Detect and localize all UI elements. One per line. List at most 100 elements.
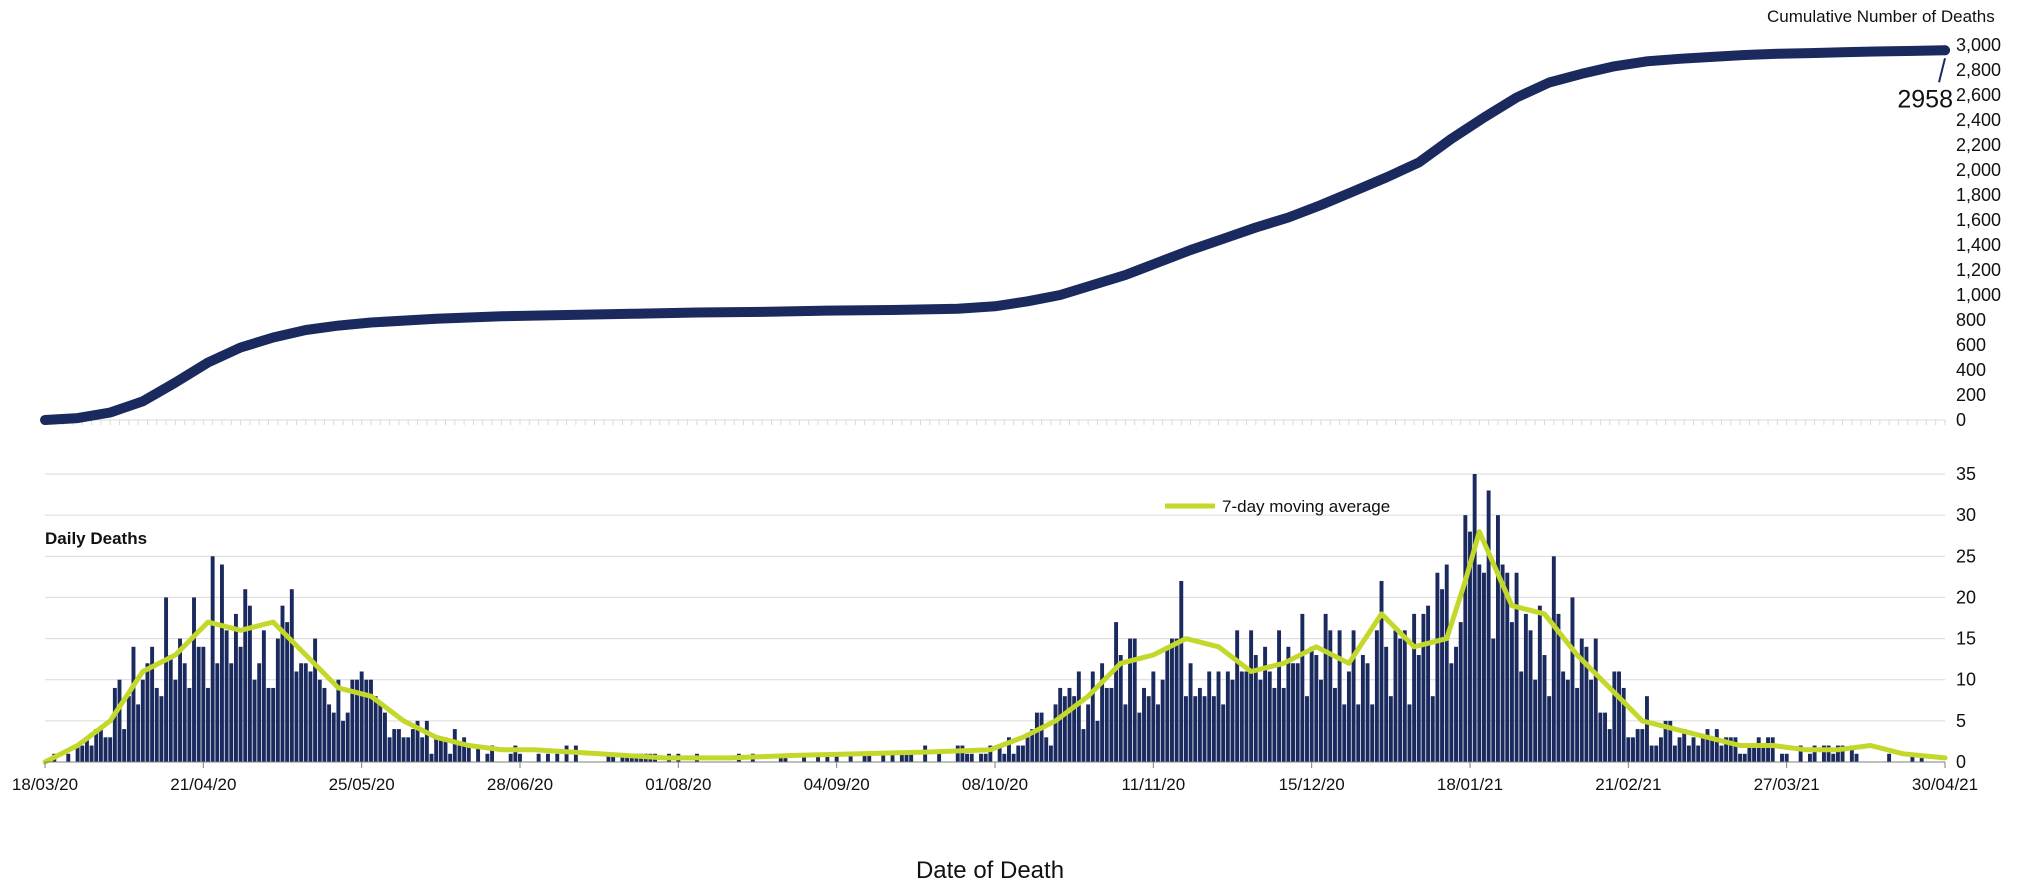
daily-death-bar <box>1165 646 1170 762</box>
daily-death-bar <box>252 679 257 762</box>
daily-death-bar <box>1319 679 1323 762</box>
daily-death-bar <box>1076 671 1081 762</box>
daily-death-bar <box>1752 745 1757 762</box>
daily-death-bar <box>1388 696 1393 762</box>
daily-death-bar <box>1309 646 1314 762</box>
daily-death-bar <box>420 737 425 762</box>
cumulative-panel: Cumulative Number of Deaths 0 200 400 600 80… <box>40 7 2001 430</box>
daily-death-bar <box>1477 564 1482 762</box>
daily-death-bar <box>84 737 89 762</box>
daily-death-bar <box>322 687 327 762</box>
daily-x-tick-label: 21/02/21 <box>1595 775 1661 794</box>
daily-death-bar <box>1300 613 1305 762</box>
daily-death-bar <box>1430 696 1435 762</box>
daily-x-tick-label: 11/11/20 <box>1122 775 1186 794</box>
daily-death-bar <box>969 753 974 762</box>
daily-death-bar <box>466 745 471 762</box>
daily-death-bar <box>392 729 397 762</box>
daily-y-tick-label: 0 <box>1956 752 1966 772</box>
daily-death-bar <box>66 753 71 762</box>
daily-death-bar <box>1253 655 1258 762</box>
daily-death-bar <box>545 753 550 762</box>
cumulative-y-tick-label: 800 <box>1956 310 1986 330</box>
cumulative-y-tick-label: 200 <box>1956 385 1986 405</box>
daily-death-bar <box>1286 646 1291 762</box>
daily-death-bar <box>1495 515 1500 762</box>
daily-death-bar <box>1700 737 1705 762</box>
daily-death-bar <box>1314 655 1319 762</box>
cumulative-y-tick-label: 0 <box>1956 410 1966 430</box>
daily-death-bar <box>1118 655 1123 762</box>
daily-y-tick-label: 5 <box>1956 711 1966 731</box>
daily-death-bar <box>1668 720 1673 762</box>
daily-death-bar <box>1742 753 1747 762</box>
daily-death-bar <box>1808 753 1812 762</box>
daily-death-bar <box>196 646 201 762</box>
daily-death-bar <box>401 737 406 762</box>
daily-death-bar <box>1458 622 1463 762</box>
daily-death-bar <box>1626 737 1631 762</box>
daily-death-bar <box>271 687 276 762</box>
daily-death-bar <box>1351 630 1356 762</box>
daily-death-bar <box>406 737 411 762</box>
daily-death-bar <box>1468 531 1472 762</box>
daily-death-bar <box>937 753 942 762</box>
daily-death-bar <box>117 679 122 762</box>
daily-death-bar <box>1081 729 1086 762</box>
daily-death-bar <box>1887 753 1892 762</box>
daily-death-bar <box>1756 737 1761 762</box>
daily-death-bar <box>154 687 159 762</box>
cumulative-y-tick-label: 1,800 <box>1956 185 2001 205</box>
daily-death-bar <box>378 704 383 762</box>
daily-y-tick-label: 25 <box>1956 546 1976 566</box>
daily-death-bar <box>1821 745 1826 762</box>
daily-death-bar <box>1654 745 1659 762</box>
daily-death-bar <box>359 671 364 762</box>
daily-death-bar <box>1840 745 1845 762</box>
cumulative-x-minor-ticks <box>44 420 1946 425</box>
daily-death-bar <box>899 753 904 762</box>
daily-death-bar <box>136 704 141 762</box>
daily-death-bar <box>1179 580 1184 762</box>
daily-death-bar <box>396 729 401 762</box>
daily-death-bar <box>1202 696 1207 762</box>
daily-death-bar <box>80 745 85 762</box>
daily-death-bar <box>285 622 290 762</box>
daily-death-bar <box>1612 671 1617 762</box>
daily-death-bar <box>452 729 457 762</box>
daily-death-bar <box>1230 679 1235 762</box>
daily-death-bar <box>1491 638 1496 762</box>
daily-death-bar <box>508 753 513 762</box>
daily-death-bar <box>1482 572 1486 762</box>
daily-death-bar <box>210 556 215 762</box>
legend-label-moving-average: 7-day moving average <box>1222 497 1390 516</box>
daily-death-bar <box>229 663 234 762</box>
daily-x-tick-label: 18/01/21 <box>1437 775 1503 794</box>
daily-death-bar <box>1160 679 1165 762</box>
daily-death-bar <box>1705 729 1710 762</box>
daily-death-bar <box>1216 671 1221 762</box>
daily-death-bar <box>1258 679 1263 762</box>
cumulative-deaths-line <box>40 45 1950 425</box>
daily-death-bar <box>168 655 173 762</box>
daily-death-bar <box>313 638 318 762</box>
daily-death-bar <box>890 753 895 762</box>
daily-death-bar <box>145 663 150 762</box>
daily-y-tick-label: 35 <box>1956 464 1976 484</box>
daily-death-bar <box>224 630 229 762</box>
daily-death-bar <box>1728 737 1733 762</box>
daily-y-tick-label: 30 <box>1956 505 1976 525</box>
daily-death-bar <box>867 753 872 762</box>
daily-death-bar <box>1062 696 1067 762</box>
daily-death-bar <box>1090 671 1095 762</box>
daily-death-bar <box>1658 737 1663 762</box>
daily-death-bar <box>1263 646 1268 762</box>
daily-death-bar <box>1514 572 1519 762</box>
daily-death-bar <box>238 646 243 762</box>
daily-death-bar <box>904 753 909 762</box>
daily-death-bar <box>369 679 373 762</box>
daily-death-bar <box>1686 745 1691 762</box>
daily-death-bar <box>1412 613 1417 762</box>
daily-death-bar <box>1724 737 1729 762</box>
annotation-2958: 2958 <box>1897 85 1953 113</box>
